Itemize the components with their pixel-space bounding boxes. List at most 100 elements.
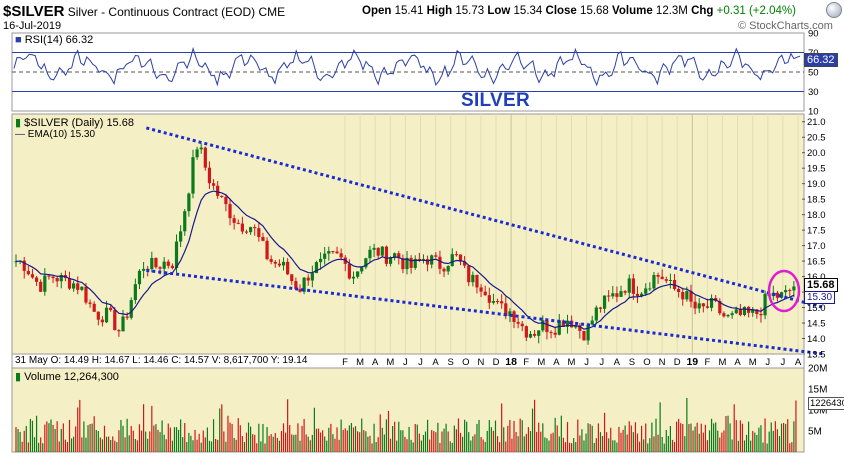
candle-body (72, 283, 76, 289)
candle-body (722, 313, 726, 317)
candle-body (67, 278, 72, 289)
candle-body (376, 247, 380, 256)
candle-body (100, 319, 105, 323)
candle-body (26, 270, 30, 275)
candle-body (323, 253, 327, 259)
ema-last-value: 15.30 (804, 291, 836, 304)
candle-body (43, 275, 47, 292)
help-bubble-icon[interactable] (826, 2, 842, 18)
candle-body (598, 307, 603, 309)
candle-body (677, 288, 681, 292)
price-tick-label: 13.5 (807, 350, 826, 361)
ema-legend: — EMA(10) 15.30 (15, 129, 95, 140)
candle-body (298, 289, 302, 292)
date-tick-label: N (477, 357, 484, 368)
candle-body (216, 185, 220, 196)
candle-body (623, 291, 627, 293)
candle-body (631, 278, 635, 294)
candle-body (652, 275, 656, 289)
candle-body (104, 307, 109, 323)
candle-body (640, 293, 644, 297)
price-legend: ▮ $SILVER (Daily) 15.68 (15, 116, 134, 129)
price-tick-label: 14.5 (807, 319, 826, 330)
volume-label: Volume (612, 5, 653, 17)
rsi-legend: ■ RSI(14) 66.32 (15, 34, 93, 46)
last-close-value: 15.68 (804, 278, 838, 292)
candle-body (273, 261, 277, 264)
date-tick-label: A (372, 357, 379, 368)
candle-body (689, 291, 693, 302)
candle-body (508, 311, 512, 316)
candle-body (668, 279, 673, 281)
candle-body (516, 321, 520, 324)
candle-body (154, 257, 158, 268)
candle-body (685, 291, 689, 300)
candle-body (648, 288, 652, 290)
brand-watermark: © StockCharts.com (738, 20, 833, 32)
candle-body (705, 306, 710, 308)
rsi-legend-text: RSI(14) 66.32 (24, 34, 94, 46)
candle-body (281, 261, 286, 266)
candle-body (244, 231, 249, 233)
date-tick-label: J (584, 357, 589, 368)
date-tick-label: J (403, 357, 408, 368)
volume-value: 12.3M (655, 5, 688, 17)
candle-body (125, 316, 129, 318)
date-tick-label: A (734, 357, 741, 368)
candle-body (726, 315, 730, 317)
date-axis: F M A M J J A S O N D 18 F M A M J J A S O N D 19 F M A M J J A (342, 356, 802, 368)
date-tick-label: A (614, 357, 621, 368)
candle-body (211, 183, 216, 186)
candle-body (232, 218, 236, 223)
candle-body (55, 278, 59, 282)
candle-body (693, 301, 697, 309)
candle-body (561, 320, 565, 327)
candle-body (738, 309, 742, 315)
rsi-tick-label: 90 (808, 29, 819, 40)
candle-body (76, 283, 80, 290)
candle-body (425, 259, 430, 265)
rsi-line (13, 46, 801, 87)
close-value: 15.68 (580, 5, 609, 17)
chart-title: $SILVER Silver - Continuous Contract (EO… (3, 3, 285, 20)
open-value: 15.41 (394, 5, 424, 17)
date-tick-label: A (432, 357, 439, 368)
chart-date: 16-Jul-2019 (3, 20, 62, 32)
candle-body (532, 333, 537, 336)
candle-body (96, 311, 100, 320)
date-tick-label: M (719, 357, 727, 368)
candle-body (364, 258, 368, 268)
price-tick-label: 20.0 (807, 148, 826, 159)
candle-body (393, 253, 397, 258)
candle-body (179, 231, 183, 242)
high-label: High (426, 5, 453, 17)
candle-body (294, 281, 298, 290)
date-tick-label: M (568, 357, 576, 368)
candle-body (166, 261, 170, 266)
date-tick-label: S (448, 357, 454, 368)
candle-body (537, 330, 541, 336)
candle-body (611, 293, 615, 297)
trendline-upper (145, 126, 825, 309)
candle-body (335, 251, 339, 254)
candle-body (240, 223, 244, 232)
candle-body (47, 275, 51, 277)
candle-body (442, 268, 446, 272)
candle-body (553, 332, 557, 335)
candle-body (351, 276, 356, 279)
candle-body (590, 320, 594, 325)
candle-body (549, 332, 553, 334)
candle-body (51, 276, 55, 279)
candle-body (22, 260, 26, 271)
candle-body (187, 193, 191, 212)
candle-body (417, 258, 421, 261)
trendlines (145, 126, 825, 356)
candle-body (557, 320, 561, 335)
price-tick-label: 19.0 (807, 179, 826, 190)
candle-body (483, 291, 487, 296)
date-tick-label: J (418, 357, 423, 368)
price-tick-label: 21.0 (807, 117, 826, 128)
candle-body (784, 290, 788, 293)
candle-body (257, 228, 261, 237)
candle-body (627, 278, 631, 293)
